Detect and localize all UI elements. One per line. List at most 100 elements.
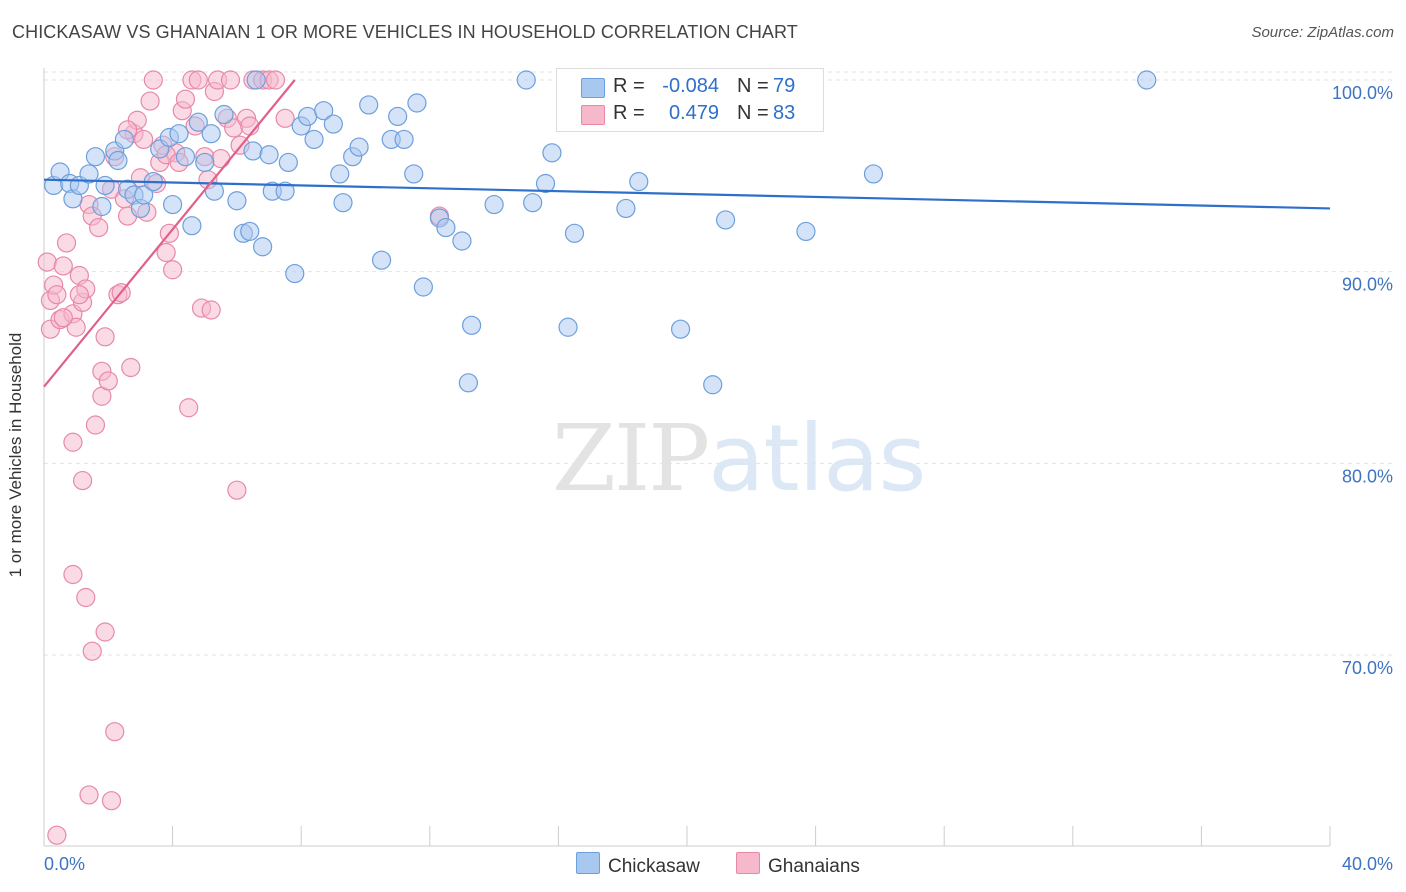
ghanaians-point-34 [140, 91, 160, 111]
stats-row-chickasaw: R = -0.084 N = 79 [557, 75, 823, 101]
chickasaw-point-60 [458, 373, 478, 393]
ghanaians-point-6 [53, 256, 73, 276]
ghanaians-point-0 [37, 252, 57, 272]
ghanaians-point-48 [188, 70, 208, 90]
y-tick-label-0: 70.0% [1342, 658, 1393, 678]
chickasaw-point-66 [558, 317, 578, 337]
chickasaw-point-48 [359, 95, 379, 115]
ghanaians-point-52 [201, 300, 221, 320]
chickasaw-point-65 [542, 143, 562, 163]
ghanaians-n-label: N = [737, 102, 769, 124]
chickasaw-point-47 [349, 137, 369, 157]
ghanaians-point-20 [95, 327, 115, 347]
ghanaians-point-9 [63, 432, 83, 452]
chickasaw-point-62 [516, 70, 536, 90]
chickasaw-point-40 [298, 106, 318, 127]
chickasaw-point-52 [394, 129, 414, 150]
chart-title: CHICKASAW VS GHANAIAN 1 OR MORE VEHICLES… [12, 22, 798, 42]
ghanaians-point-32 [134, 129, 154, 150]
ghanaians-point-39 [156, 242, 176, 263]
chickasaw-point-8 [95, 175, 115, 196]
chickasaw-point-37 [278, 152, 298, 173]
chickasaw-point-23 [188, 112, 208, 132]
axes [43, 68, 1331, 847]
chickasaw-point-73 [796, 221, 816, 242]
legend-chickasaw-swatch [576, 852, 600, 874]
ghanaians-point-81 [69, 285, 89, 305]
chickasaw-point-63 [523, 193, 543, 213]
legend-chickasaw-label: Chickasaw [608, 856, 700, 877]
chickasaw-r-label: R = [613, 75, 645, 97]
legend-ghanaians-label: Ghanaians [768, 856, 860, 877]
chickasaw-point-20 [169, 124, 189, 144]
chickasaw-point-25 [201, 124, 221, 144]
chickasaw-point-34 [259, 145, 279, 165]
ghanaians-point-70 [63, 564, 83, 585]
chickasaw-point-58 [452, 231, 472, 251]
ghanaians-point-82 [53, 308, 73, 328]
stats-row-ghanaians: R = 0.479 N = 83 [557, 102, 823, 128]
chickasaw-point-5 [79, 164, 99, 184]
tick-labels: 70.0% 80.0% 90.0% 100.0% 0.0% 40.0% [44, 83, 1393, 874]
ghanaians-point-67 [275, 108, 295, 128]
watermark-atlas: atlas [708, 405, 926, 512]
chickasaw-point-11 [114, 129, 134, 150]
ghanaians-point-74 [105, 722, 125, 742]
ghanaians-point-75 [79, 785, 99, 805]
chickasaw-point-42 [314, 101, 334, 121]
ghanaians-point-10 [66, 317, 86, 337]
ghanaians-n-value: 83 [773, 102, 796, 124]
chickasaw-point-55 [413, 277, 433, 297]
chickasaw-point-54 [407, 93, 427, 113]
chickasaw-point-6 [85, 147, 106, 167]
trend-lines [43, 79, 1331, 388]
chickasaw-point-26 [204, 181, 224, 201]
y-tick-label-3: 100.0% [1332, 83, 1393, 103]
legend-ghanaians[interactable]: Ghanaians [736, 852, 860, 878]
chickasaw-point-74 [863, 164, 884, 184]
chickasaw-point-72 [715, 210, 736, 230]
chickasaw-point-19 [163, 194, 183, 215]
ghanaians-trend-line [43, 79, 296, 388]
ghanaians-point-59 [227, 480, 247, 500]
y-tick-label-1: 80.0% [1342, 466, 1393, 486]
chickasaw-point-27 [214, 104, 234, 125]
chickasaw-point-61 [484, 194, 504, 215]
chickasaw-point-53 [404, 164, 424, 184]
chickasaw-point-70 [670, 319, 691, 339]
legend-chickasaw[interactable]: Chickasaw [576, 852, 700, 878]
ghanaians-point-17 [89, 217, 109, 238]
chickasaw-point-41 [304, 129, 324, 150]
ghanaians-point-73 [95, 622, 115, 642]
chickasaw-point-28 [227, 191, 247, 211]
chickasaw-point-7 [92, 196, 112, 217]
ghanaians-swatch [581, 105, 605, 125]
chickasaw-point-22 [182, 216, 202, 236]
chickasaw-point-15 [134, 185, 154, 205]
chickasaw-point-51 [388, 106, 408, 127]
chickasaw-point-38 [285, 263, 305, 284]
ghanaians-r-value: 0.479 [668, 102, 719, 124]
chickasaw-point-24 [195, 152, 215, 173]
ghanaians-point-76 [101, 791, 122, 811]
chickasaw-point-32 [246, 70, 266, 90]
ghanaians-point-35 [143, 70, 163, 90]
chickasaw-points [44, 70, 1157, 395]
ghanaians-point-66 [265, 70, 286, 90]
chickasaw-point-59 [461, 315, 482, 335]
y-tick-label-2: 90.0% [1342, 275, 1393, 295]
ghanaians-point-77 [47, 825, 67, 845]
chickasaw-point-44 [330, 164, 350, 184]
ghanaians-point-41 [163, 260, 183, 280]
chickasaw-trend-line [43, 178, 1331, 210]
chickasaw-point-67 [564, 223, 585, 243]
ghanaians-point-69 [72, 470, 93, 491]
chickasaw-point-71 [703, 375, 723, 395]
chickasaw-point-68 [616, 198, 636, 219]
ghanaians-point-4 [47, 285, 67, 305]
chickasaw-point-33 [253, 237, 273, 257]
grid-lines [44, 71, 1392, 656]
chickasaw-point-36 [275, 181, 295, 201]
chickasaw-point-30 [240, 221, 260, 242]
x-tick-label-max: 40.0% [1342, 854, 1393, 874]
